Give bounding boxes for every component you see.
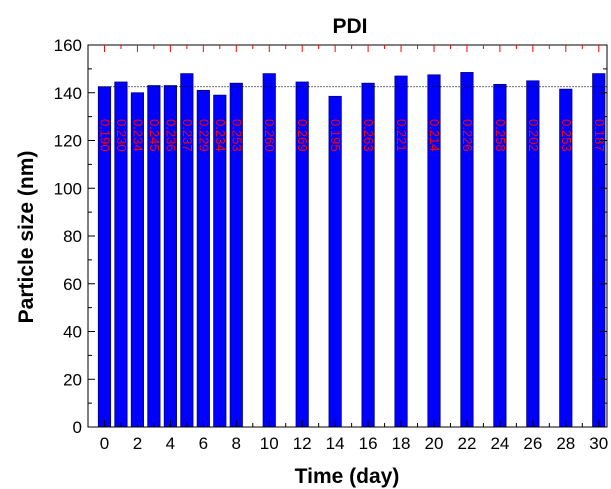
y-axis-label: Particle size (nm): [15, 151, 38, 324]
y-tick-label: 120: [54, 132, 82, 151]
y-tick-label: 40: [63, 323, 82, 342]
bar-label: 0.214: [427, 119, 442, 152]
x-tick-label: 20: [425, 434, 444, 453]
x-tick-label: 14: [326, 434, 345, 453]
bar-label: 0.258: [493, 119, 508, 152]
bar-label: 0.237: [180, 119, 195, 152]
top-ticks: [103, 45, 600, 52]
y-tick-label: 80: [63, 227, 82, 246]
x-tick-label: 12: [293, 434, 312, 453]
right-ticks: [600, 44, 607, 428]
bar-label: 0.187: [592, 119, 607, 152]
bar-labels: 0.190 0.230 0.234 0.245 0.236 0.237 0.229 0.234…: [97, 119, 606, 152]
x-tick-label: 8: [232, 434, 241, 453]
y-axis: 0 20 40 60 80 100 120 140 160: [54, 36, 95, 437]
x-tick-label: 6: [199, 434, 208, 453]
bar-label: 0.229: [196, 119, 211, 152]
bars: [97, 72, 606, 428]
y-tick-label: 160: [54, 36, 82, 55]
plot-area: 0.190 0.230 0.234 0.245 0.236 0.237 0.229 0.234…: [54, 36, 609, 453]
x-tick-label: 30: [589, 434, 608, 453]
bar-label: 0.226: [460, 119, 475, 152]
x-tick-label: 0: [100, 434, 109, 453]
bar-label: 0.260: [262, 119, 277, 152]
bar-label: 0.263: [361, 119, 376, 152]
bar-label: 0.245: [147, 119, 162, 152]
bar-label: 0.234: [130, 119, 145, 152]
x-tick-label: 4: [166, 434, 175, 453]
bar-label: 0.236: [163, 119, 178, 152]
x-tick-label: 24: [490, 434, 509, 453]
bar-label: 0.202: [526, 119, 541, 152]
y-tick-label: 140: [54, 84, 82, 103]
bar-label: 0.234: [213, 119, 228, 152]
y-tick-label: 20: [63, 370, 82, 389]
bar-label: 0.221: [394, 119, 409, 152]
x-tick-label: 16: [359, 434, 378, 453]
bar-label: 0.195: [328, 119, 343, 152]
x-tick-label: 2: [133, 434, 142, 453]
x-axis: 0 2 4 6 8 10 12 14 16 18 20 22 24 26 28 30: [100, 420, 608, 453]
bar-label: 0.253: [559, 119, 574, 152]
x-tick-label: 28: [556, 434, 575, 453]
y-tick-label: 0: [73, 418, 82, 437]
y-tick-label: 100: [54, 179, 82, 198]
x-tick-label: 10: [260, 434, 279, 453]
x-tick-label: 22: [457, 434, 476, 453]
x-axis-label: Time (day): [295, 465, 400, 488]
bar-label: 0.190: [97, 119, 112, 152]
bar-label: 0.269: [295, 119, 310, 152]
x-tick-label: 26: [523, 434, 542, 453]
bar-label: 0.253: [229, 119, 244, 152]
x-tick-label: 18: [392, 434, 411, 453]
chart-title: PDI: [332, 15, 367, 38]
bar-label: 0.230: [114, 119, 129, 152]
y-tick-label: 60: [63, 275, 82, 294]
